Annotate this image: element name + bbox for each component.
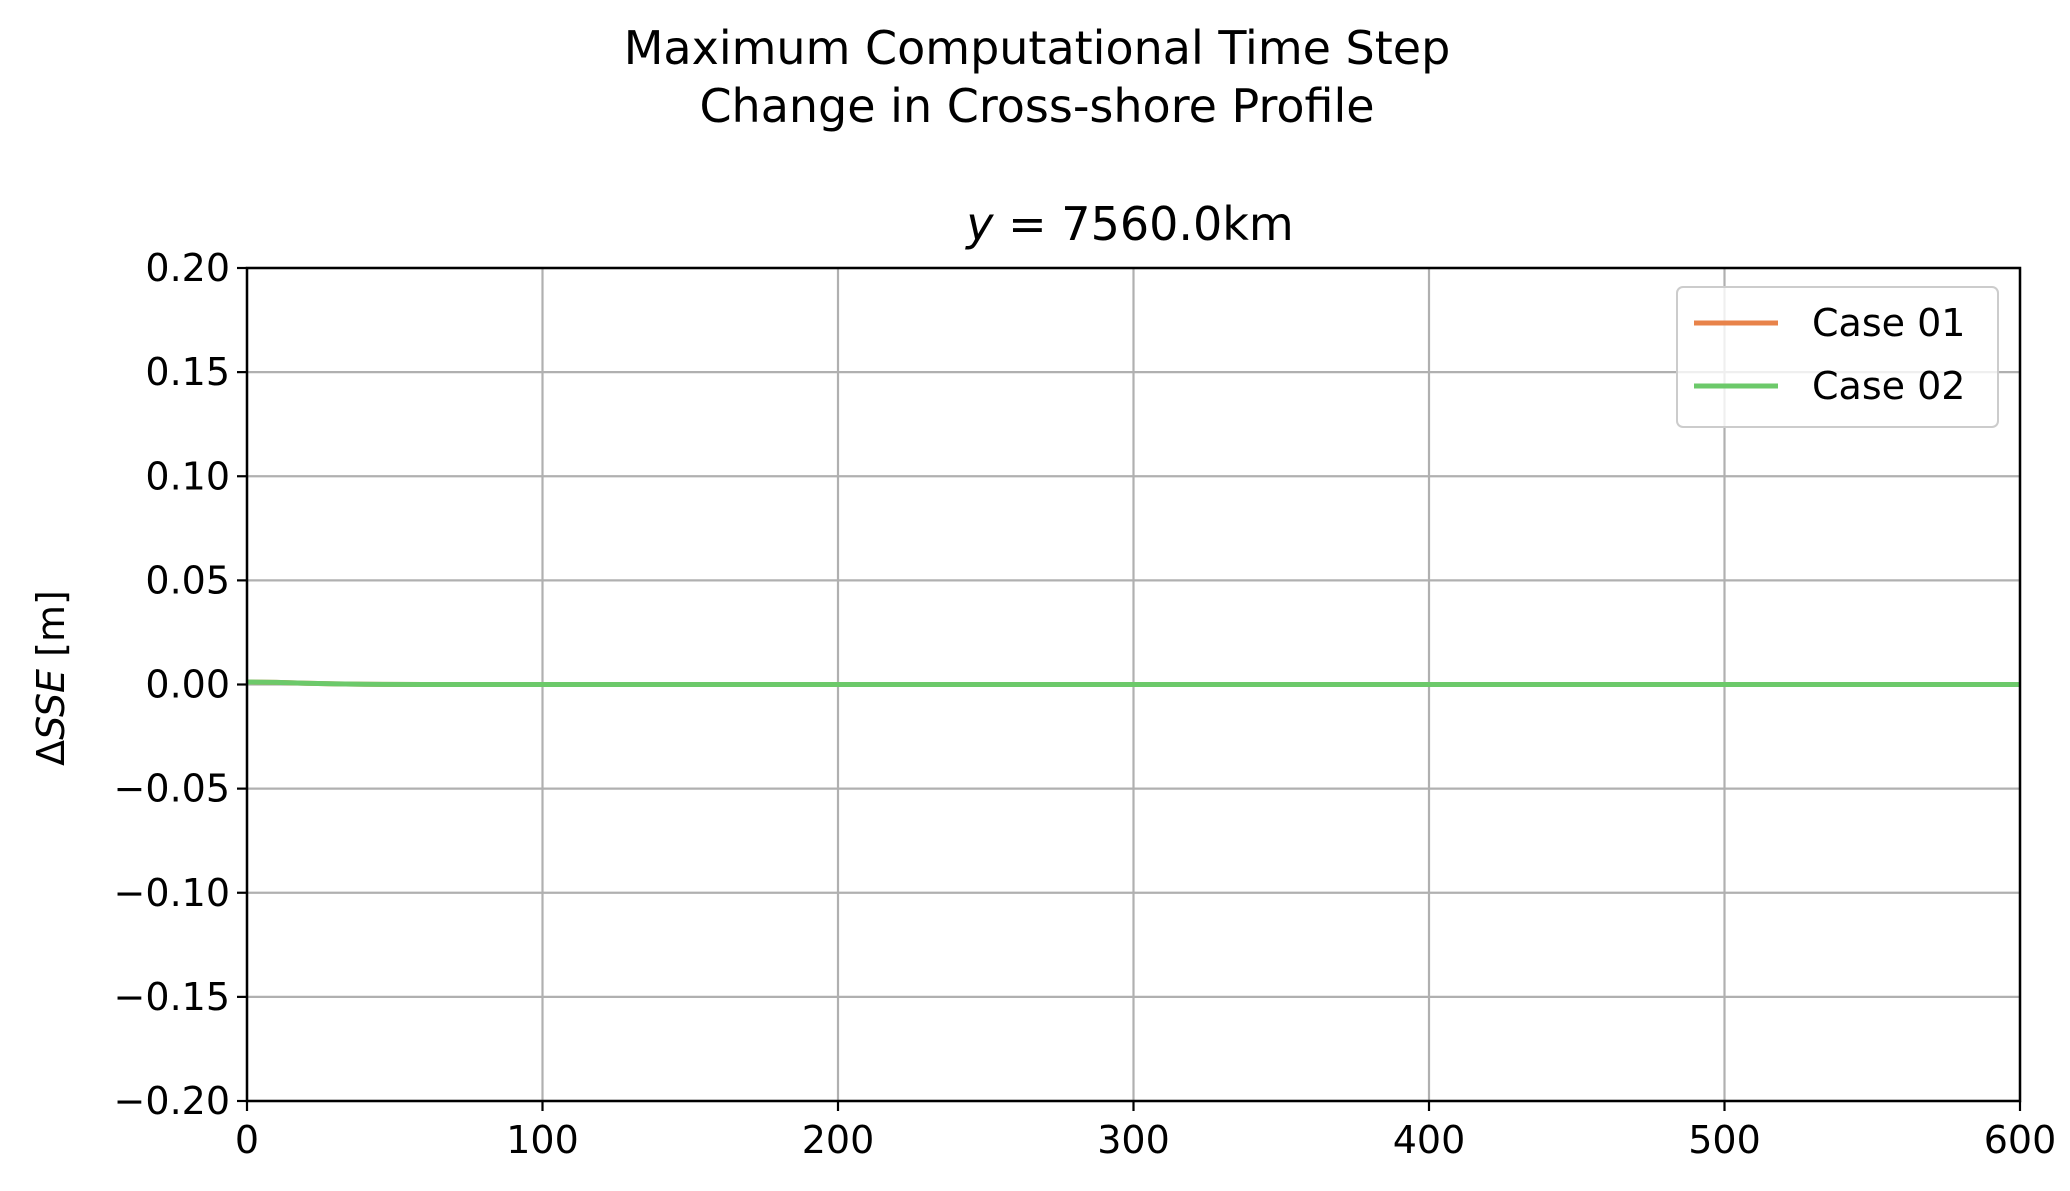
y-axis-label: ΔSSE [m] [29, 590, 73, 766]
y-axis-label-symbol: SSE [29, 669, 73, 740]
x-tick-label: 300 [1097, 1118, 1170, 1162]
axis-ticks [237, 266, 2022, 1111]
y-tick-label: 0.00 [145, 663, 230, 707]
y-tick-label: −0.20 [114, 1079, 230, 1123]
y-tick-label: −0.10 [114, 871, 230, 915]
y-tick-label: −0.05 [114, 767, 230, 811]
series-line-case-02 [246, 679, 2020, 687]
legend-label-case-02: Case 02 [1812, 364, 1965, 408]
x-tick-label: 400 [1393, 1118, 1466, 1162]
x-tick-label: 500 [1688, 1118, 1761, 1162]
y-tick-label: −0.15 [114, 975, 230, 1019]
figure-title-line-1: Maximum Computational Time Step [624, 21, 1451, 75]
legend-label-case-01: Case 01 [1812, 301, 1965, 345]
x-tick-labels: 0 100 200 300 400 500 600 [235, 1118, 2056, 1162]
x-tick-label: 600 [1984, 1118, 2057, 1162]
x-tick-label: 0 [235, 1118, 259, 1162]
axes-title: y = 7560.0km [964, 197, 1293, 251]
x-tick-label: 200 [802, 1118, 875, 1162]
axes-title-value: = 7560.0km [994, 197, 1294, 251]
axes-title-symbol: y [964, 197, 994, 251]
y-tick-labels: 0.20 0.15 0.10 0.05 0.00 −0.05 −0.10 −0.15 −0.20 [114, 246, 230, 1123]
series-lines [246, 679, 2020, 687]
legend: Case 01 Case 02 [1676, 286, 1999, 428]
y-axis-label-delta: Δ [29, 740, 73, 766]
y-tick-label: 0.20 [145, 246, 230, 290]
y-tick-label: 0.05 [145, 558, 230, 602]
y-tick-label: 0.10 [145, 454, 230, 498]
figure-title-line-2: Change in Cross-shore Profile [699, 79, 1374, 133]
y-tick-label: 0.15 [145, 350, 230, 394]
y-axis-label-unit: [m] [29, 590, 73, 669]
x-tick-label: 100 [506, 1118, 579, 1162]
